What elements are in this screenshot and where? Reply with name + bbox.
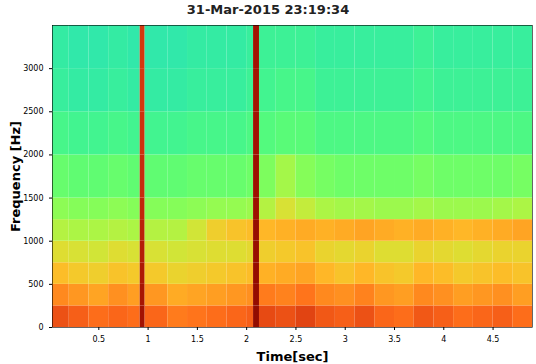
svg-text:4.5: 4.5	[487, 335, 500, 344]
svg-text:2500: 2500	[23, 107, 43, 116]
svg-text:1000: 1000	[23, 237, 43, 246]
svg-text:Frequency [Hz]: Frequency [Hz]	[8, 121, 23, 232]
svg-text:500: 500	[28, 280, 43, 289]
svg-text:1: 1	[146, 335, 151, 344]
svg-text:4: 4	[441, 335, 446, 344]
svg-text:2000: 2000	[23, 150, 43, 159]
svg-text:2.5: 2.5	[290, 335, 303, 344]
svg-text:0.5: 0.5	[92, 335, 105, 344]
html-text:31-Mar-2015 23:19:34: 31-Mar-2015 23:19:34	[186, 2, 350, 17]
svg-text:2: 2	[244, 335, 249, 344]
svg-text:1500: 1500	[23, 194, 43, 203]
svg-text:0: 0	[38, 323, 43, 332]
svg-text:3.5: 3.5	[388, 335, 401, 344]
svg-text:3000: 3000	[23, 64, 43, 73]
svg-text:3: 3	[343, 335, 348, 344]
svg-text:Time[sec]: Time[sec]	[257, 349, 329, 364]
svg-text:1.5: 1.5	[191, 335, 204, 344]
